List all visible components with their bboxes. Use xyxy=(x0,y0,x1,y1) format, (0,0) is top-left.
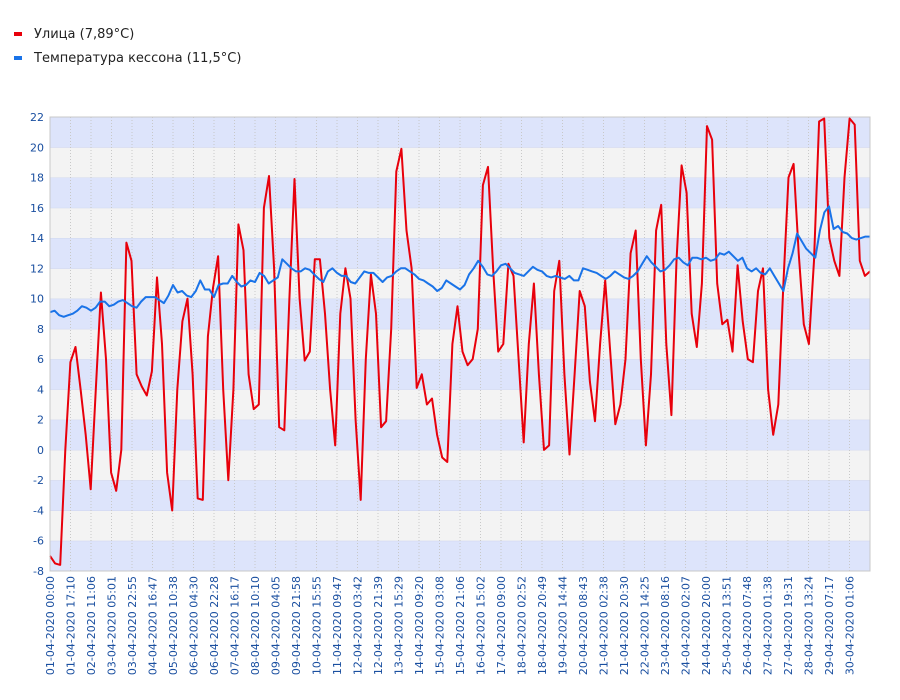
y-tick-label: 16 xyxy=(30,202,44,215)
series-lines xyxy=(49,117,871,566)
x-tick-label: 18-04-2020 20:49 xyxy=(536,576,549,675)
legend-label-street: Улица (7,89°C) xyxy=(34,26,135,42)
y-tick-label: -6 xyxy=(33,535,44,548)
x-tick-label: 24-04-2020 02:07 xyxy=(680,576,693,675)
x-tick-label: 15-04-2020 21:06 xyxy=(454,576,467,675)
y-tick-label: 6 xyxy=(37,353,44,366)
y-tick-label: 8 xyxy=(37,323,44,336)
y-tick-label: -8 xyxy=(33,565,44,578)
x-tick-label: 18-04-2020 02:52 xyxy=(516,576,529,675)
legend: Улица (7,89°C) Температура кессона (11,5… xyxy=(14,22,241,70)
x-tick-label: 03-04-2020 05:01 xyxy=(106,576,119,675)
y-tick-label: 2 xyxy=(37,414,44,427)
x-tick-label: 03-04-2020 22:55 xyxy=(126,576,139,675)
x-tick-label: 06-04-2020 22:28 xyxy=(208,576,221,675)
y-tick-label: 22 xyxy=(30,111,44,124)
series-line-street xyxy=(49,117,871,566)
x-tick-label: 09-04-2020 04:05 xyxy=(270,576,283,675)
band-10 xyxy=(50,238,870,269)
series-line-caisson xyxy=(49,205,870,318)
y-tick-label: -2 xyxy=(33,474,44,487)
x-axis-tick-labels: 01-04-2020 00:00 01-04-2020 17:10 02-04-20… xyxy=(44,576,857,675)
y-tick-label: 10 xyxy=(30,293,44,306)
legend-item-street: Улица (7,89°C) xyxy=(14,22,241,46)
y-tick-label: 14 xyxy=(30,232,44,245)
legend-item-caisson: Температура кессона (11,5°C) xyxy=(14,46,241,70)
x-tick-label: 27-04-2020 19:31 xyxy=(782,576,795,675)
x-tick-label: 02-04-2020 11:06 xyxy=(85,576,98,675)
x-tick-label: 09-04-2020 21:58 xyxy=(290,576,303,675)
x-tick-label: 16-04-2020 15:02 xyxy=(475,576,488,675)
x-tick-label: 12-04-2020 21:39 xyxy=(372,576,385,675)
x-tick-label: 23-04-2020 08:16 xyxy=(659,576,672,675)
x-tick-label: 15-04-2020 03:08 xyxy=(434,576,447,675)
x-tick-label: 19-04-2020 14:44 xyxy=(557,576,570,675)
x-tick-label: 30-04-2020 01:06 xyxy=(844,576,857,675)
y-tick-label: -4 xyxy=(33,504,44,517)
x-tick-label: 13-04-2020 15:29 xyxy=(393,576,406,675)
x-tick-label: 12-04-2020 03:42 xyxy=(352,576,365,675)
legend-swatch-caisson xyxy=(14,56,22,60)
x-tick-label: 26-04-2020 07:48 xyxy=(741,576,754,675)
x-tick-label: 17-04-2020 09:00 xyxy=(495,576,508,675)
x-tick-label: 22-04-2020 14:25 xyxy=(639,576,652,675)
x-tick-label: 04-04-2020 16:47 xyxy=(147,576,160,675)
x-tick-label: 06-04-2020 04:30 xyxy=(188,576,201,675)
x-tick-label: 07-04-2020 16:17 xyxy=(229,576,242,675)
plot-frame xyxy=(49,116,871,572)
x-tick-label: 05-04-2020 10:38 xyxy=(167,576,180,675)
x-tick-label: 08-04-2020 10:10 xyxy=(249,576,262,675)
x-tick-label: 28-04-2020 13:24 xyxy=(803,576,816,675)
y-tick-label: 20 xyxy=(30,141,44,154)
x-tick-label: 21-04-2020 20:30 xyxy=(618,576,631,675)
y-tick-label: 12 xyxy=(30,262,44,275)
x-tick-label: 10-04-2020 15:55 xyxy=(311,576,324,675)
legend-label-caisson: Температура кессона (11,5°C) xyxy=(34,50,242,66)
x-tick-label: 21-04-2020 02:38 xyxy=(598,576,611,675)
y-tick-label: 18 xyxy=(30,172,44,185)
x-tick-label: 01-04-2020 00:00 xyxy=(44,576,57,675)
x-tick-label: 25-04-2020 13:51 xyxy=(721,576,734,675)
x-tick-label: 24-04-2020 20:00 xyxy=(700,576,713,675)
y-tick-label: 0 xyxy=(37,444,44,457)
x-tick-label: 11-04-2020 09:47 xyxy=(331,576,344,675)
legend-swatch-street xyxy=(14,32,22,36)
x-tick-label: 27-04-2020 01:38 xyxy=(762,576,775,675)
x-tick-label: 01-04-2020 17:10 xyxy=(65,576,78,675)
band-4 xyxy=(50,419,870,450)
x-tick-label: 29-04-2020 07:17 xyxy=(823,576,836,675)
y-tick-label: 4 xyxy=(37,383,44,396)
y-axis-tick-labels: -8 -6 -4 -2 0 2 4 6 8 10 12 14 16 18 20 22 xyxy=(30,111,44,578)
x-tick-label: 20-04-2020 08:43 xyxy=(577,576,590,675)
x-tick-label: 14-04-2020 09:20 xyxy=(413,576,426,675)
